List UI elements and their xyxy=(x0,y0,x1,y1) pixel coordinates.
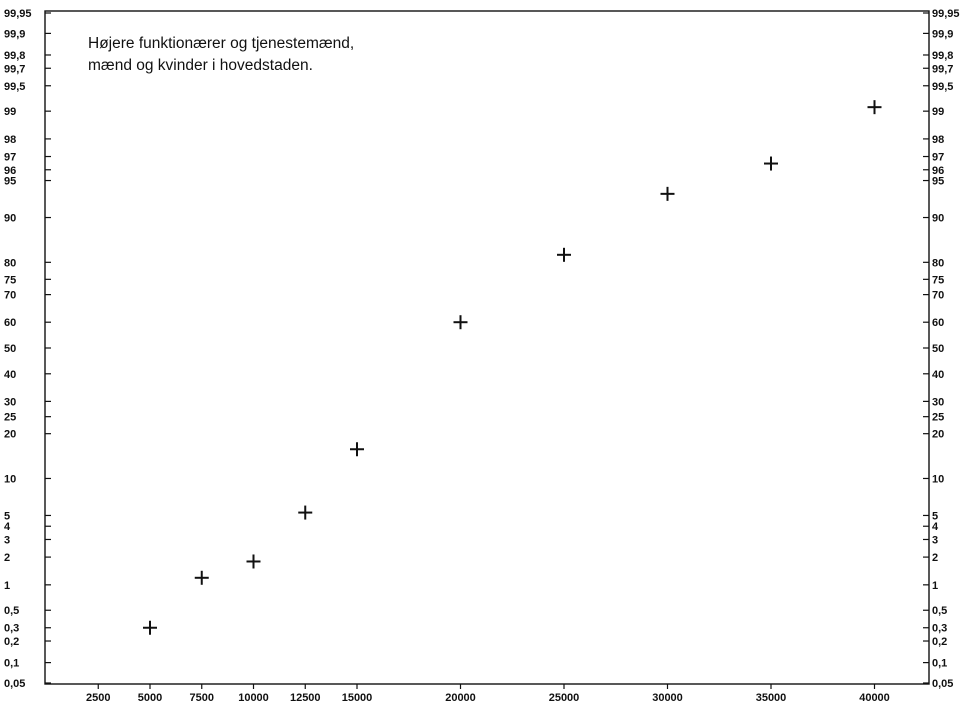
y-tick-label-left: 99,8 xyxy=(4,50,25,62)
title-block: Højere funktionærer og tjenestemænd, mæn… xyxy=(88,35,354,74)
y-tick-label-left: 5 xyxy=(4,510,10,522)
y-tick-label-left: 2 xyxy=(4,552,10,564)
y-tick-label-left: 10 xyxy=(4,473,16,485)
y-tick-label-left: 0,5 xyxy=(4,605,19,617)
x-tick-label: 15000 xyxy=(342,692,373,704)
y-tick-label-left: 99,7 xyxy=(4,63,25,75)
y-tick-label-right: 99,8 xyxy=(932,50,953,62)
y-tick-label-right: 60 xyxy=(932,317,944,329)
y-tick-label-left: 99,5 xyxy=(4,81,25,93)
y-tick-label-left: 75 xyxy=(4,274,16,286)
title-line-1: Højere funktionærer og tjenestemænd, xyxy=(88,35,354,52)
data-point xyxy=(298,505,313,520)
y-tick-label-right: 98 xyxy=(932,134,944,146)
y-tick-label-right: 4 xyxy=(932,521,939,533)
y-tick-label-right: 3 xyxy=(932,534,938,546)
y-tick-label-left: 40 xyxy=(4,369,16,381)
y-tick-label-left: 1 xyxy=(4,580,10,592)
y-tick-label-left: 99,9 xyxy=(4,28,25,40)
y-tick-label-right: 30 xyxy=(932,396,944,408)
y-tick-label-right: 75 xyxy=(932,274,944,286)
x-tick-label: 40000 xyxy=(859,692,890,704)
y-tick-label-left: 0,3 xyxy=(4,623,19,635)
x-tick-label: 35000 xyxy=(756,692,787,704)
y-tick-label-right: 90 xyxy=(932,213,944,225)
y-tick-label-left: 99,95 xyxy=(4,8,32,20)
y-tick-label-right: 70 xyxy=(932,290,944,302)
x-tick-label: 12500 xyxy=(290,692,321,704)
data-point xyxy=(867,100,882,115)
y-tick-label-left: 0,2 xyxy=(4,636,19,648)
x-axis-ticks: 2500 5000 7500 10000 12500 15000 20000 25000 300… xyxy=(86,684,890,704)
y-tick-label-left: 25 xyxy=(4,412,16,424)
y-tick-label-left: 50 xyxy=(4,343,16,355)
y-tick-label-right: 0,3 xyxy=(932,623,947,635)
data-point xyxy=(350,442,364,457)
y-tick-label-right: 2 xyxy=(932,552,938,564)
y-tick-label-right: 0,2 xyxy=(932,636,947,648)
x-tick-label: 10000 xyxy=(238,692,269,704)
y-tick-label-right: 0,1 xyxy=(932,658,947,670)
x-tick-label: 20000 xyxy=(445,692,476,704)
data-point xyxy=(143,620,157,635)
data-point xyxy=(557,247,571,262)
y-tick-label-left: 70 xyxy=(4,290,16,302)
y-tick-label-right: 0,05 xyxy=(932,678,953,690)
y-tick-label-left: 60 xyxy=(4,317,16,329)
y-tick-label-right: 80 xyxy=(932,257,944,269)
y-tick-label-left: 0,1 xyxy=(4,658,19,670)
y-tick-label-right: 99,9 xyxy=(932,28,953,40)
data-point xyxy=(764,156,778,171)
x-tick-label: 2500 xyxy=(86,692,110,704)
y-tick-label-left: 97 xyxy=(4,152,16,164)
data-points xyxy=(143,100,882,635)
y-tick-label-right: 99,95 xyxy=(932,8,960,20)
y-tick-label-right: 5 xyxy=(932,510,938,522)
y-tick-label-left: 90 xyxy=(4,213,16,225)
x-tick-label: 7500 xyxy=(190,692,214,704)
y-tick-label-left: 96 xyxy=(4,165,16,177)
y-tick-label-left: 98 xyxy=(4,134,16,146)
y-tick-label-left: 4 xyxy=(4,521,11,533)
y-tick-label-right: 97 xyxy=(932,152,944,164)
y-tick-label-right: 99,5 xyxy=(932,81,953,93)
plot-frame xyxy=(44,10,930,685)
y-tick-label-left: 99 xyxy=(4,106,16,118)
y-tick-label-right: 10 xyxy=(932,473,944,485)
y-tick-label-right: 96 xyxy=(932,165,944,177)
y-tick-label-left: 3 xyxy=(4,534,10,546)
x-tick-label: 25000 xyxy=(549,692,580,704)
y-tick-label-right: 50 xyxy=(932,343,944,355)
y-tick-label-right: 99 xyxy=(932,106,944,118)
y-tick-label-right: 95 xyxy=(932,176,944,188)
y-tick-label-right: 0,5 xyxy=(932,605,947,617)
y-tick-label-left: 20 xyxy=(4,429,16,441)
y-tick-label-right: 25 xyxy=(932,412,944,424)
y-tick-label-left: 95 xyxy=(4,176,16,188)
data-point xyxy=(194,570,209,585)
data-point xyxy=(660,186,675,201)
y-tick-label-right: 1 xyxy=(932,580,938,592)
y-tick-label-left: 0,05 xyxy=(4,678,25,690)
data-point xyxy=(246,554,261,569)
title-line-2: mænd og kvinder i hovedstaden. xyxy=(88,57,313,74)
y-tick-label-left: 30 xyxy=(4,396,16,408)
y-tick-label-right: 99,7 xyxy=(932,63,953,75)
y-axis-ticks: 0,05 0,050,1 0,10,2 0,20,3 0,30,5 0,51 12 23 34 4… xyxy=(4,8,960,690)
data-point xyxy=(453,315,468,330)
x-tick-label: 30000 xyxy=(652,692,683,704)
y-tick-label-right: 40 xyxy=(932,369,944,381)
x-tick-label: 5000 xyxy=(138,692,162,704)
y-tick-label-right: 20 xyxy=(932,429,944,441)
y-tick-label-left: 80 xyxy=(4,257,16,269)
